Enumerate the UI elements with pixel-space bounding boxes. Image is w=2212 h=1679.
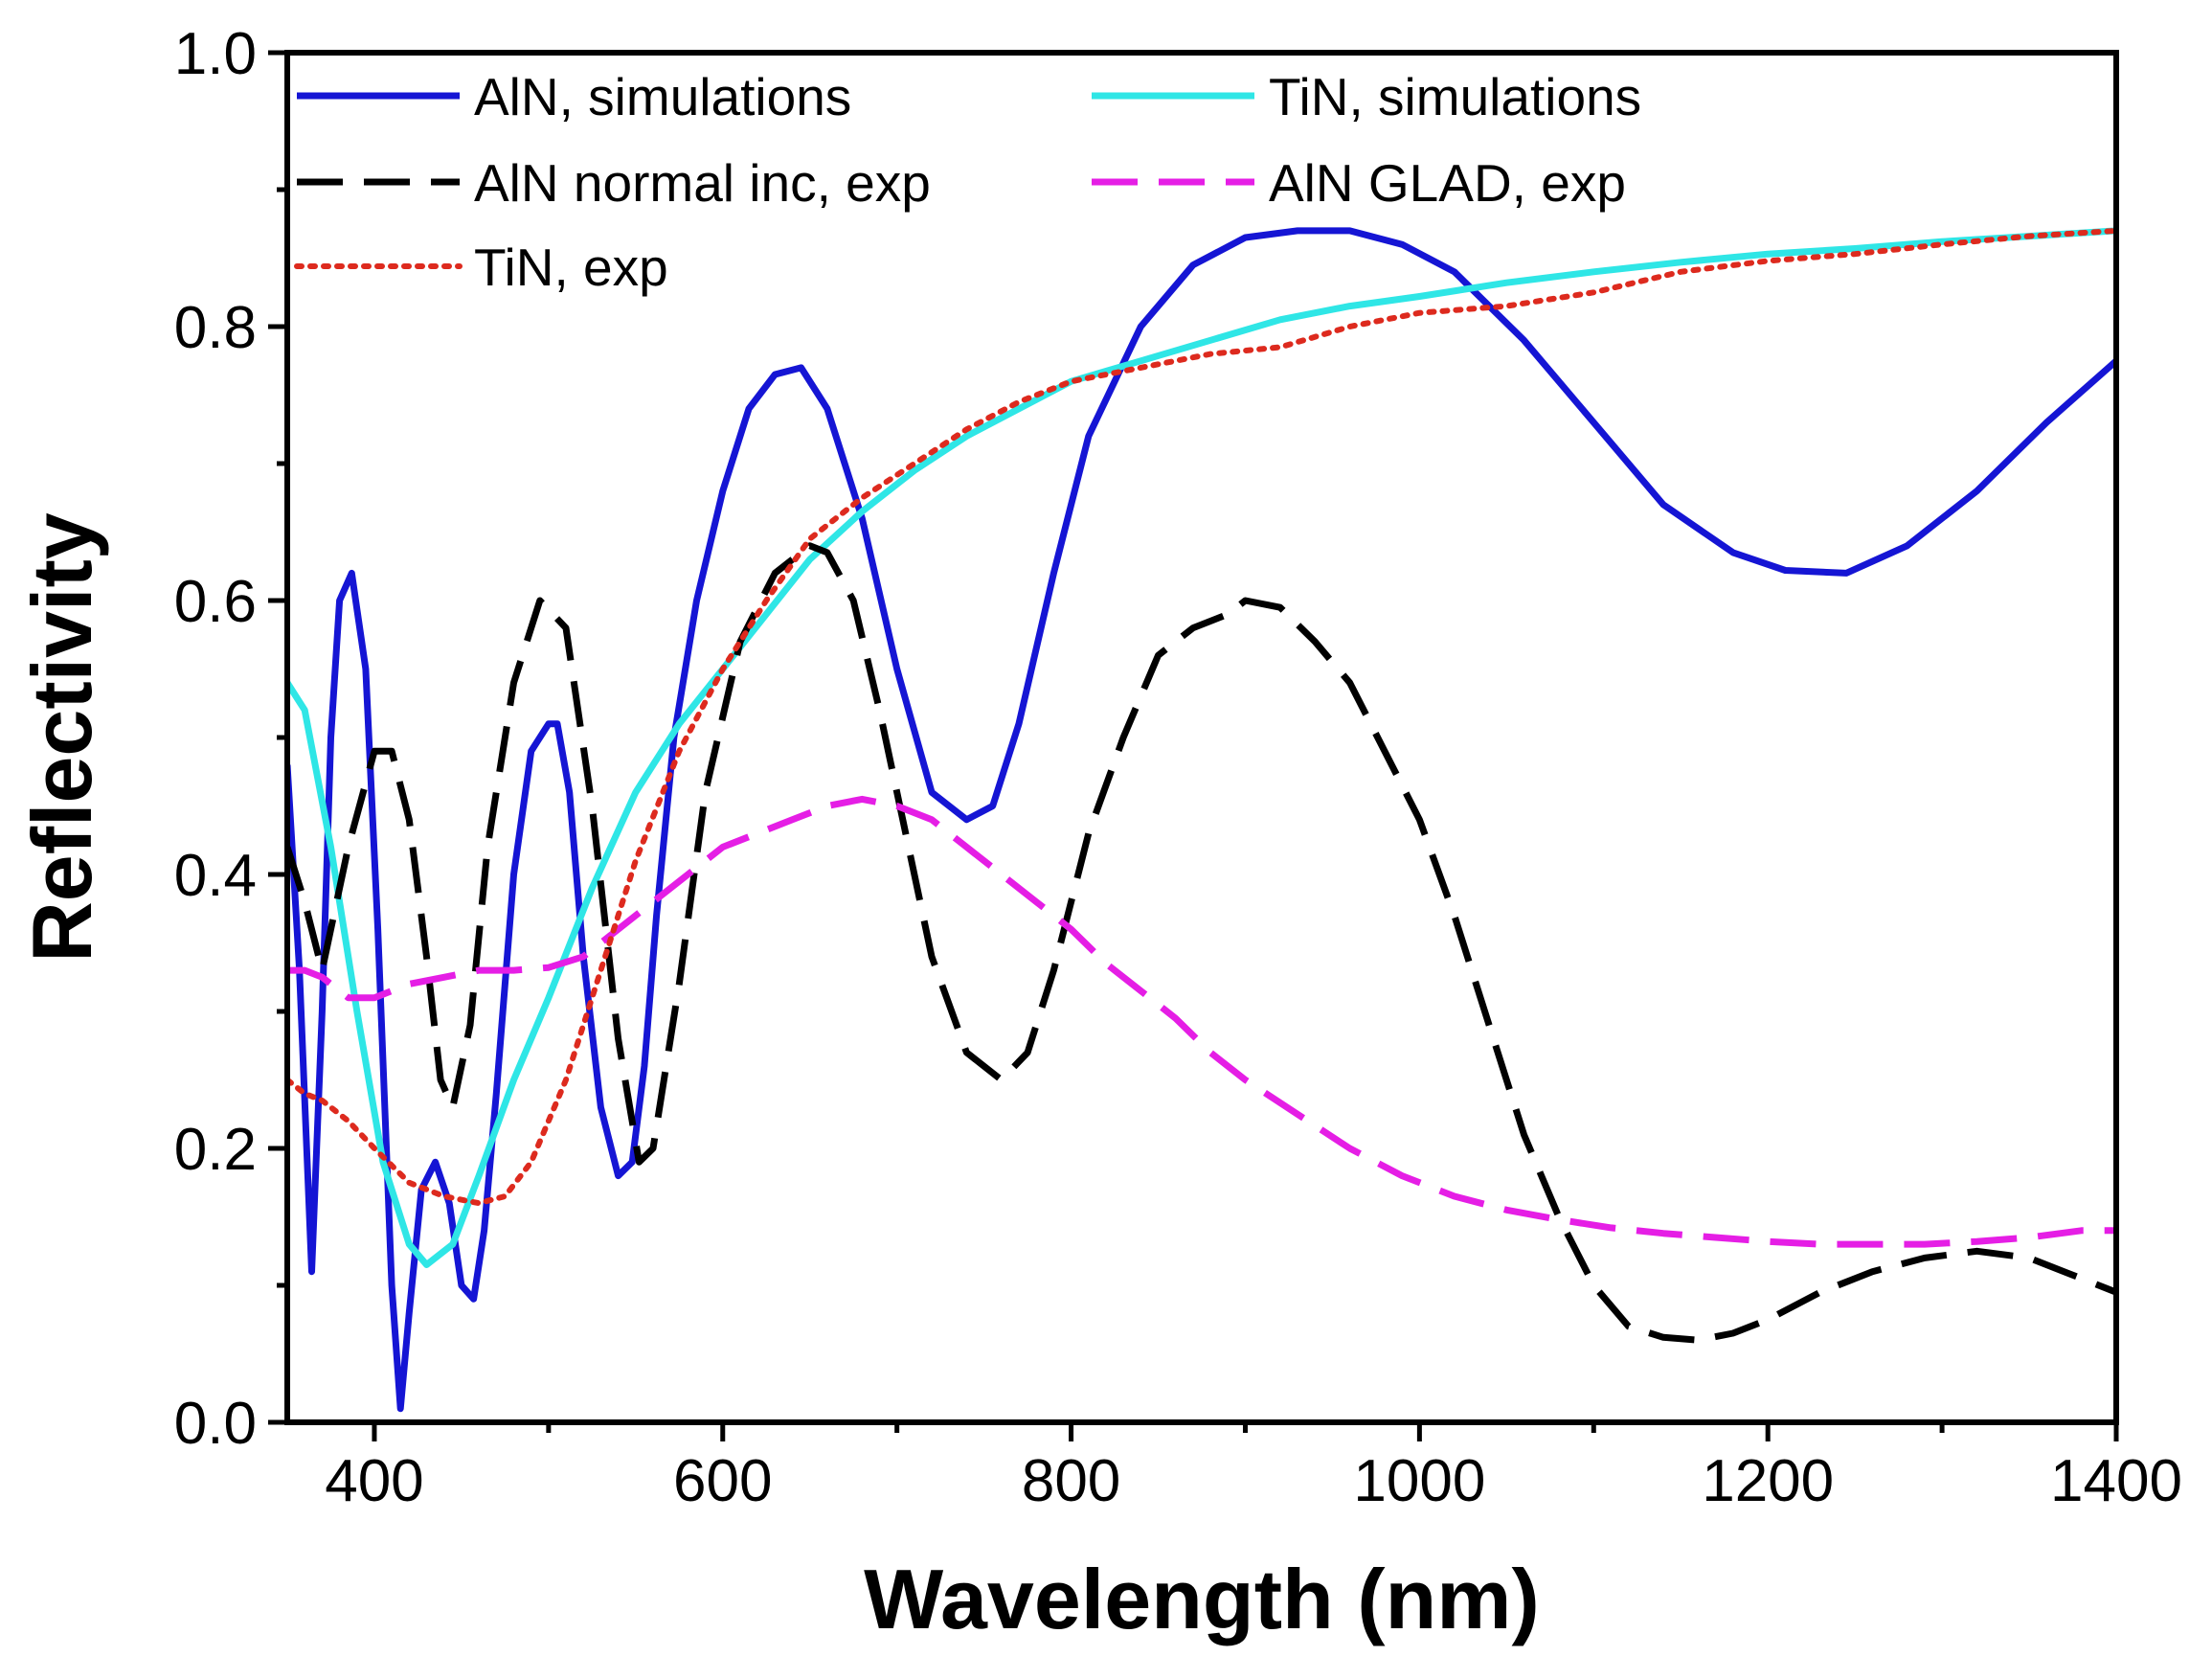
series-layer — [287, 227, 2116, 1413]
series-line-2 — [287, 542, 2116, 1344]
x-tick-label: 1200 — [1702, 1448, 1834, 1514]
x-axis: 400 600 800 1000 1200 1400 — [325, 1422, 2182, 1514]
y-tick-label: 0.4 — [174, 843, 257, 909]
y-tick-label: 1.0 — [174, 21, 257, 87]
legend-label-0: AlN, simulations — [474, 67, 851, 126]
x-tick-label: 600 — [673, 1448, 772, 1514]
legend-label-4: TiN, exp — [474, 238, 668, 297]
series-line-1 — [287, 227, 2116, 1268]
y-tick-label: 0.6 — [174, 569, 257, 635]
y-axis-title: Reflectivity — [14, 512, 109, 963]
series-line-0 — [287, 227, 2116, 1413]
legend-label-3: AlN GLAD, exp — [1269, 153, 1626, 213]
x-tick-label: 400 — [325, 1448, 423, 1514]
y-tick-label: 0.2 — [174, 1117, 257, 1183]
x-tick-label: 1000 — [1353, 1448, 1485, 1514]
series-line-4 — [287, 227, 2116, 1207]
legend-label-1: TiN, simulations — [1269, 67, 1641, 126]
series-line-3 — [287, 795, 2116, 1248]
x-axis-title: Wavelength (nm) — [864, 1552, 1540, 1646]
legend-label-2: AlN normal inc, exp — [474, 153, 931, 213]
y-axis: 0.0 0.2 0.4 0.6 0.8 1.0 — [174, 21, 287, 1457]
x-tick-label: 1400 — [2050, 1448, 2182, 1514]
y-tick-label: 0.8 — [174, 295, 257, 361]
legend: AlN, simulations TiN, simulations AlN norm… — [294, 67, 1641, 297]
y-tick-label: 0.0 — [174, 1391, 257, 1457]
x-tick-label: 800 — [1022, 1448, 1120, 1514]
